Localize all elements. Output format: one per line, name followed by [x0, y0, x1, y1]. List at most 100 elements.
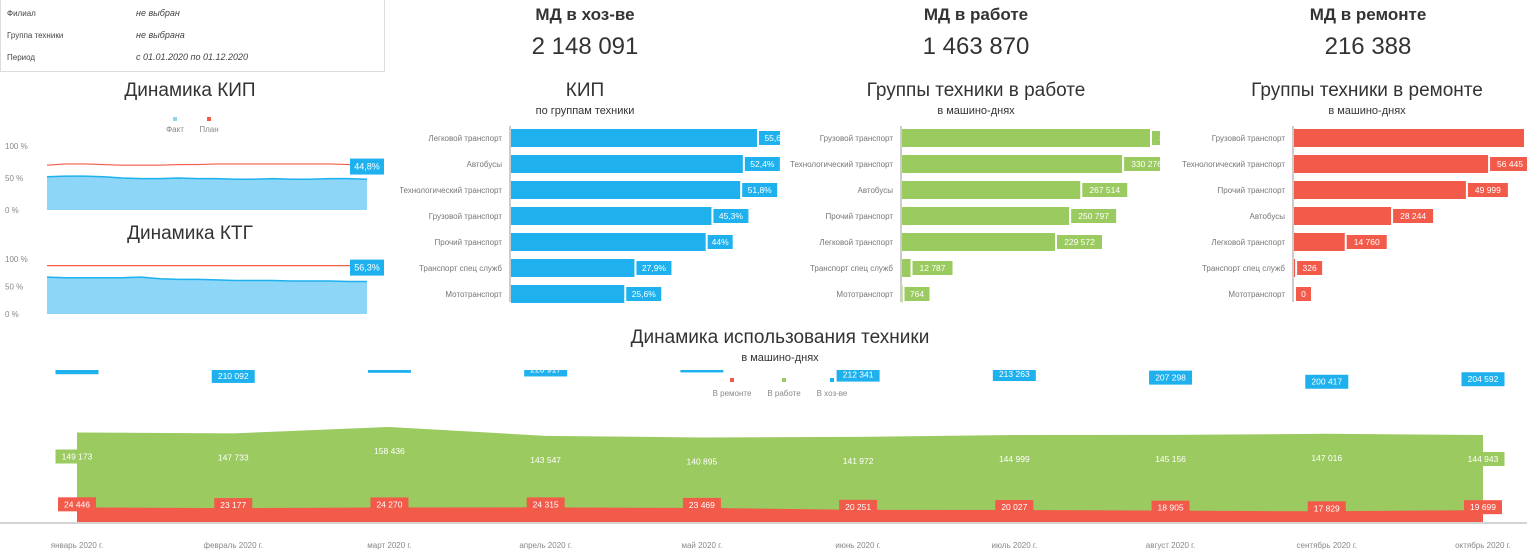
value-label: 19 699: [1470, 502, 1496, 512]
value-badge: [1082, 183, 1128, 197]
category-label: Автобусы: [858, 186, 894, 195]
kpi-title-total: МД в хоз-ве: [535, 5, 635, 24]
value-badge: [370, 497, 409, 512]
value-label: 56 445: [1497, 159, 1523, 169]
value-badge: [524, 370, 568, 377]
category-label: Технологический транспорт: [1182, 160, 1285, 169]
y-tick-label: 100 %: [5, 255, 28, 264]
kip-dynamics-title: Динамика КИП: [124, 80, 256, 101]
category-label: Грузовой транспорт: [1212, 134, 1286, 143]
value-badge: [1393, 209, 1434, 223]
value-label: 213 263: [999, 370, 1030, 379]
x-tick-label: июнь 2020 г.: [835, 541, 880, 550]
filter-panel: Филиал не выбран Группа техники не выбра…: [0, 0, 385, 72]
value-label: 18 905: [1158, 503, 1184, 513]
bar: [1294, 233, 1345, 251]
value-label: 212 341: [843, 370, 874, 380]
value-badge: [367, 370, 411, 373]
value-label: 250 797: [1078, 211, 1109, 221]
kpi-title-work: МД в работе: [923, 5, 1029, 24]
value-badge: [55, 370, 99, 375]
category-label: Грузовой транспорт: [429, 212, 503, 221]
value-badge: [1152, 131, 1160, 145]
fact-line: [46, 175, 368, 181]
value-label: 25,6%: [632, 289, 657, 299]
category-label: Легковой транспорт: [1211, 238, 1285, 247]
value-badge: [912, 261, 953, 275]
bar: [511, 181, 741, 199]
filter-value-group[interactable]: не выбрана: [136, 30, 185, 40]
value-label: 158 436: [374, 446, 405, 456]
x-tick-label: март 2020 г.: [367, 541, 411, 550]
value-badge: [744, 157, 780, 171]
legend-label: В ремонте: [713, 389, 752, 398]
legend-plan-marker: [207, 117, 211, 121]
filter-value-branch[interactable]: не выбран: [136, 8, 180, 18]
bar: [902, 207, 1070, 225]
value-label: 267 514: [1089, 185, 1120, 195]
category-label: Мототранспорт: [445, 290, 502, 299]
value-label: 330 276: [1131, 159, 1160, 169]
value-badge: [836, 453, 880, 468]
x-tick-label: апрель 2020 г.: [519, 541, 572, 550]
value-badge: [1149, 370, 1193, 385]
category-label: Прочий транспорт: [1218, 186, 1286, 195]
legend-marker: [730, 378, 734, 382]
value-badge: [1490, 157, 1527, 171]
bar: [1294, 259, 1296, 277]
value-badge: [367, 443, 411, 458]
value-label: 45,3%: [719, 211, 744, 221]
legend-marker: [830, 378, 834, 382]
value-label: 17 829: [1314, 503, 1340, 513]
x-tick-label: май 2020 г.: [681, 541, 722, 550]
bar: [902, 155, 1123, 173]
value-label: 20 251: [845, 502, 871, 512]
bar: [511, 129, 757, 147]
value-label: 204 592: [1468, 374, 1499, 384]
value-label: 51,8%: [748, 185, 773, 195]
value-label: 24 446: [64, 499, 90, 509]
value-label: 764: [910, 289, 924, 299]
value-label: 229 572: [1064, 237, 1095, 247]
category-label: Прочий транспорт: [826, 212, 894, 221]
value-label: 207 298: [1155, 373, 1186, 383]
value-badge: [1071, 209, 1117, 223]
value-label: 326: [1303, 263, 1317, 273]
kpi-value-total: 2 148 091: [531, 33, 639, 60]
value-badge: [526, 497, 565, 512]
value-badge: [759, 131, 780, 145]
value-label: 145 156: [1155, 454, 1186, 464]
value-badge: [1307, 501, 1346, 516]
x-tick-label: февраль 2020 г.: [204, 541, 263, 550]
y-tick-label: 100 %: [5, 142, 28, 151]
bar: [1294, 129, 1524, 147]
value-badge: [211, 370, 255, 383]
value-badge: [1461, 372, 1505, 387]
x-tick-label: январь 2020 г.: [51, 541, 103, 550]
filter-value-period[interactable]: с 01.01.2020 по 01.12.2020: [136, 52, 249, 62]
value-label: 52,4%: [750, 159, 775, 169]
x-tick-label: июль 2020 г.: [992, 541, 1038, 550]
value-label: 14 760: [1354, 237, 1380, 247]
value-label: 24 270: [376, 499, 402, 509]
value-badge: [992, 452, 1036, 467]
bar: [511, 259, 635, 277]
bar: [902, 259, 911, 277]
y-tick-label: 50 %: [5, 174, 23, 183]
usage-dynamics-subtitle: в машино-днях: [741, 352, 819, 364]
kpi-value-work: 1 463 870: [922, 33, 1030, 60]
value-label: 149 173: [62, 451, 93, 461]
value-label: 27,9%: [642, 263, 667, 273]
category-label: Мототранспорт: [836, 290, 893, 299]
legend-marker: [782, 378, 786, 382]
legend-fact-marker: [173, 117, 177, 121]
bar: [1294, 207, 1392, 225]
value-label: 147 016: [1311, 453, 1342, 463]
last-value-badge: [350, 259, 384, 276]
value-label: 143 547: [530, 455, 561, 465]
value-badge: [1056, 235, 1102, 249]
bar: [902, 129, 1150, 147]
category-label: Легковой транспорт: [819, 238, 893, 247]
kpi-value-repair: 216 388: [1324, 33, 1412, 60]
value-label: 28 244: [1400, 211, 1426, 221]
